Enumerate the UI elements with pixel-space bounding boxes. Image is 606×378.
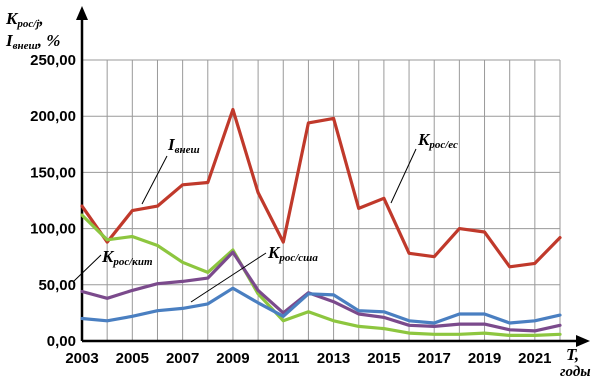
y-axis-label-line2: Iвнеш, %: [5, 31, 60, 52]
annotations: Kрос/j, Iвнеш, % T, годы Iвнеш Kрос/ес K…: [5, 9, 591, 378]
series-line-usa: [80, 286, 562, 325]
x-axis-arrow: [576, 335, 590, 347]
x-tick-label: 2011: [267, 350, 300, 367]
leader-line-vnesh: [141, 155, 168, 205]
y-axis-label-line1: Kрос/j,: [5, 9, 44, 30]
leader-line-usa: [190, 252, 267, 303]
series-label-kit: Kрос/кит: [101, 247, 153, 268]
leader-line-es: [390, 148, 417, 204]
x-tick-label: 2017: [418, 350, 451, 367]
x-tick-label: 2021: [518, 350, 551, 367]
series-lines: [80, 107, 562, 337]
x-tick-label: 2009: [216, 350, 249, 367]
series-line-kit: [80, 250, 562, 333]
y-tick-label: 50,00: [38, 277, 76, 294]
x-tick-label: 2007: [166, 350, 199, 367]
series-label-es: Kрос/ес: [417, 130, 458, 151]
series-line-es: [80, 107, 562, 269]
x-tick-label: 2013: [317, 350, 350, 367]
x-tick-label: 2003: [65, 350, 98, 367]
y-tick-label: 0,00: [47, 333, 76, 350]
tick-labels: 0,00 50,00 100,00 150,00 200,00 250,00 2003 200…: [30, 52, 551, 367]
y-tick-label: 250,00: [30, 52, 76, 69]
series-label-vnesh: Iвнеш: [167, 135, 200, 156]
x-tick-label: 2005: [116, 350, 149, 367]
axes: [76, 6, 590, 347]
x-axis-label-sub: годы: [560, 364, 591, 378]
series-label-usa: Kрос/сша: [267, 243, 318, 264]
leader-line-kit: [73, 254, 102, 282]
y-tick-label: 150,00: [30, 164, 76, 181]
y-tick-label: 200,00: [30, 108, 76, 125]
x-tick-label: 2019: [468, 350, 501, 367]
series-line-vnesh: [80, 213, 562, 337]
x-tick-label: 2015: [367, 350, 400, 367]
y-axis-arrow: [76, 6, 88, 20]
x-axis-label-main: T,: [566, 345, 579, 364]
y-tick-label: 100,00: [30, 221, 76, 238]
